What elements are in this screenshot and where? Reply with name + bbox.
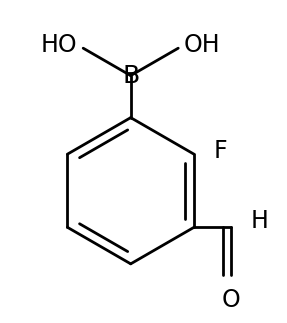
Text: HO: HO	[41, 33, 78, 57]
Text: B: B	[122, 64, 139, 88]
Text: OH: OH	[184, 33, 220, 57]
Text: O: O	[221, 287, 240, 312]
Text: F: F	[214, 139, 228, 162]
Text: H: H	[251, 209, 269, 233]
